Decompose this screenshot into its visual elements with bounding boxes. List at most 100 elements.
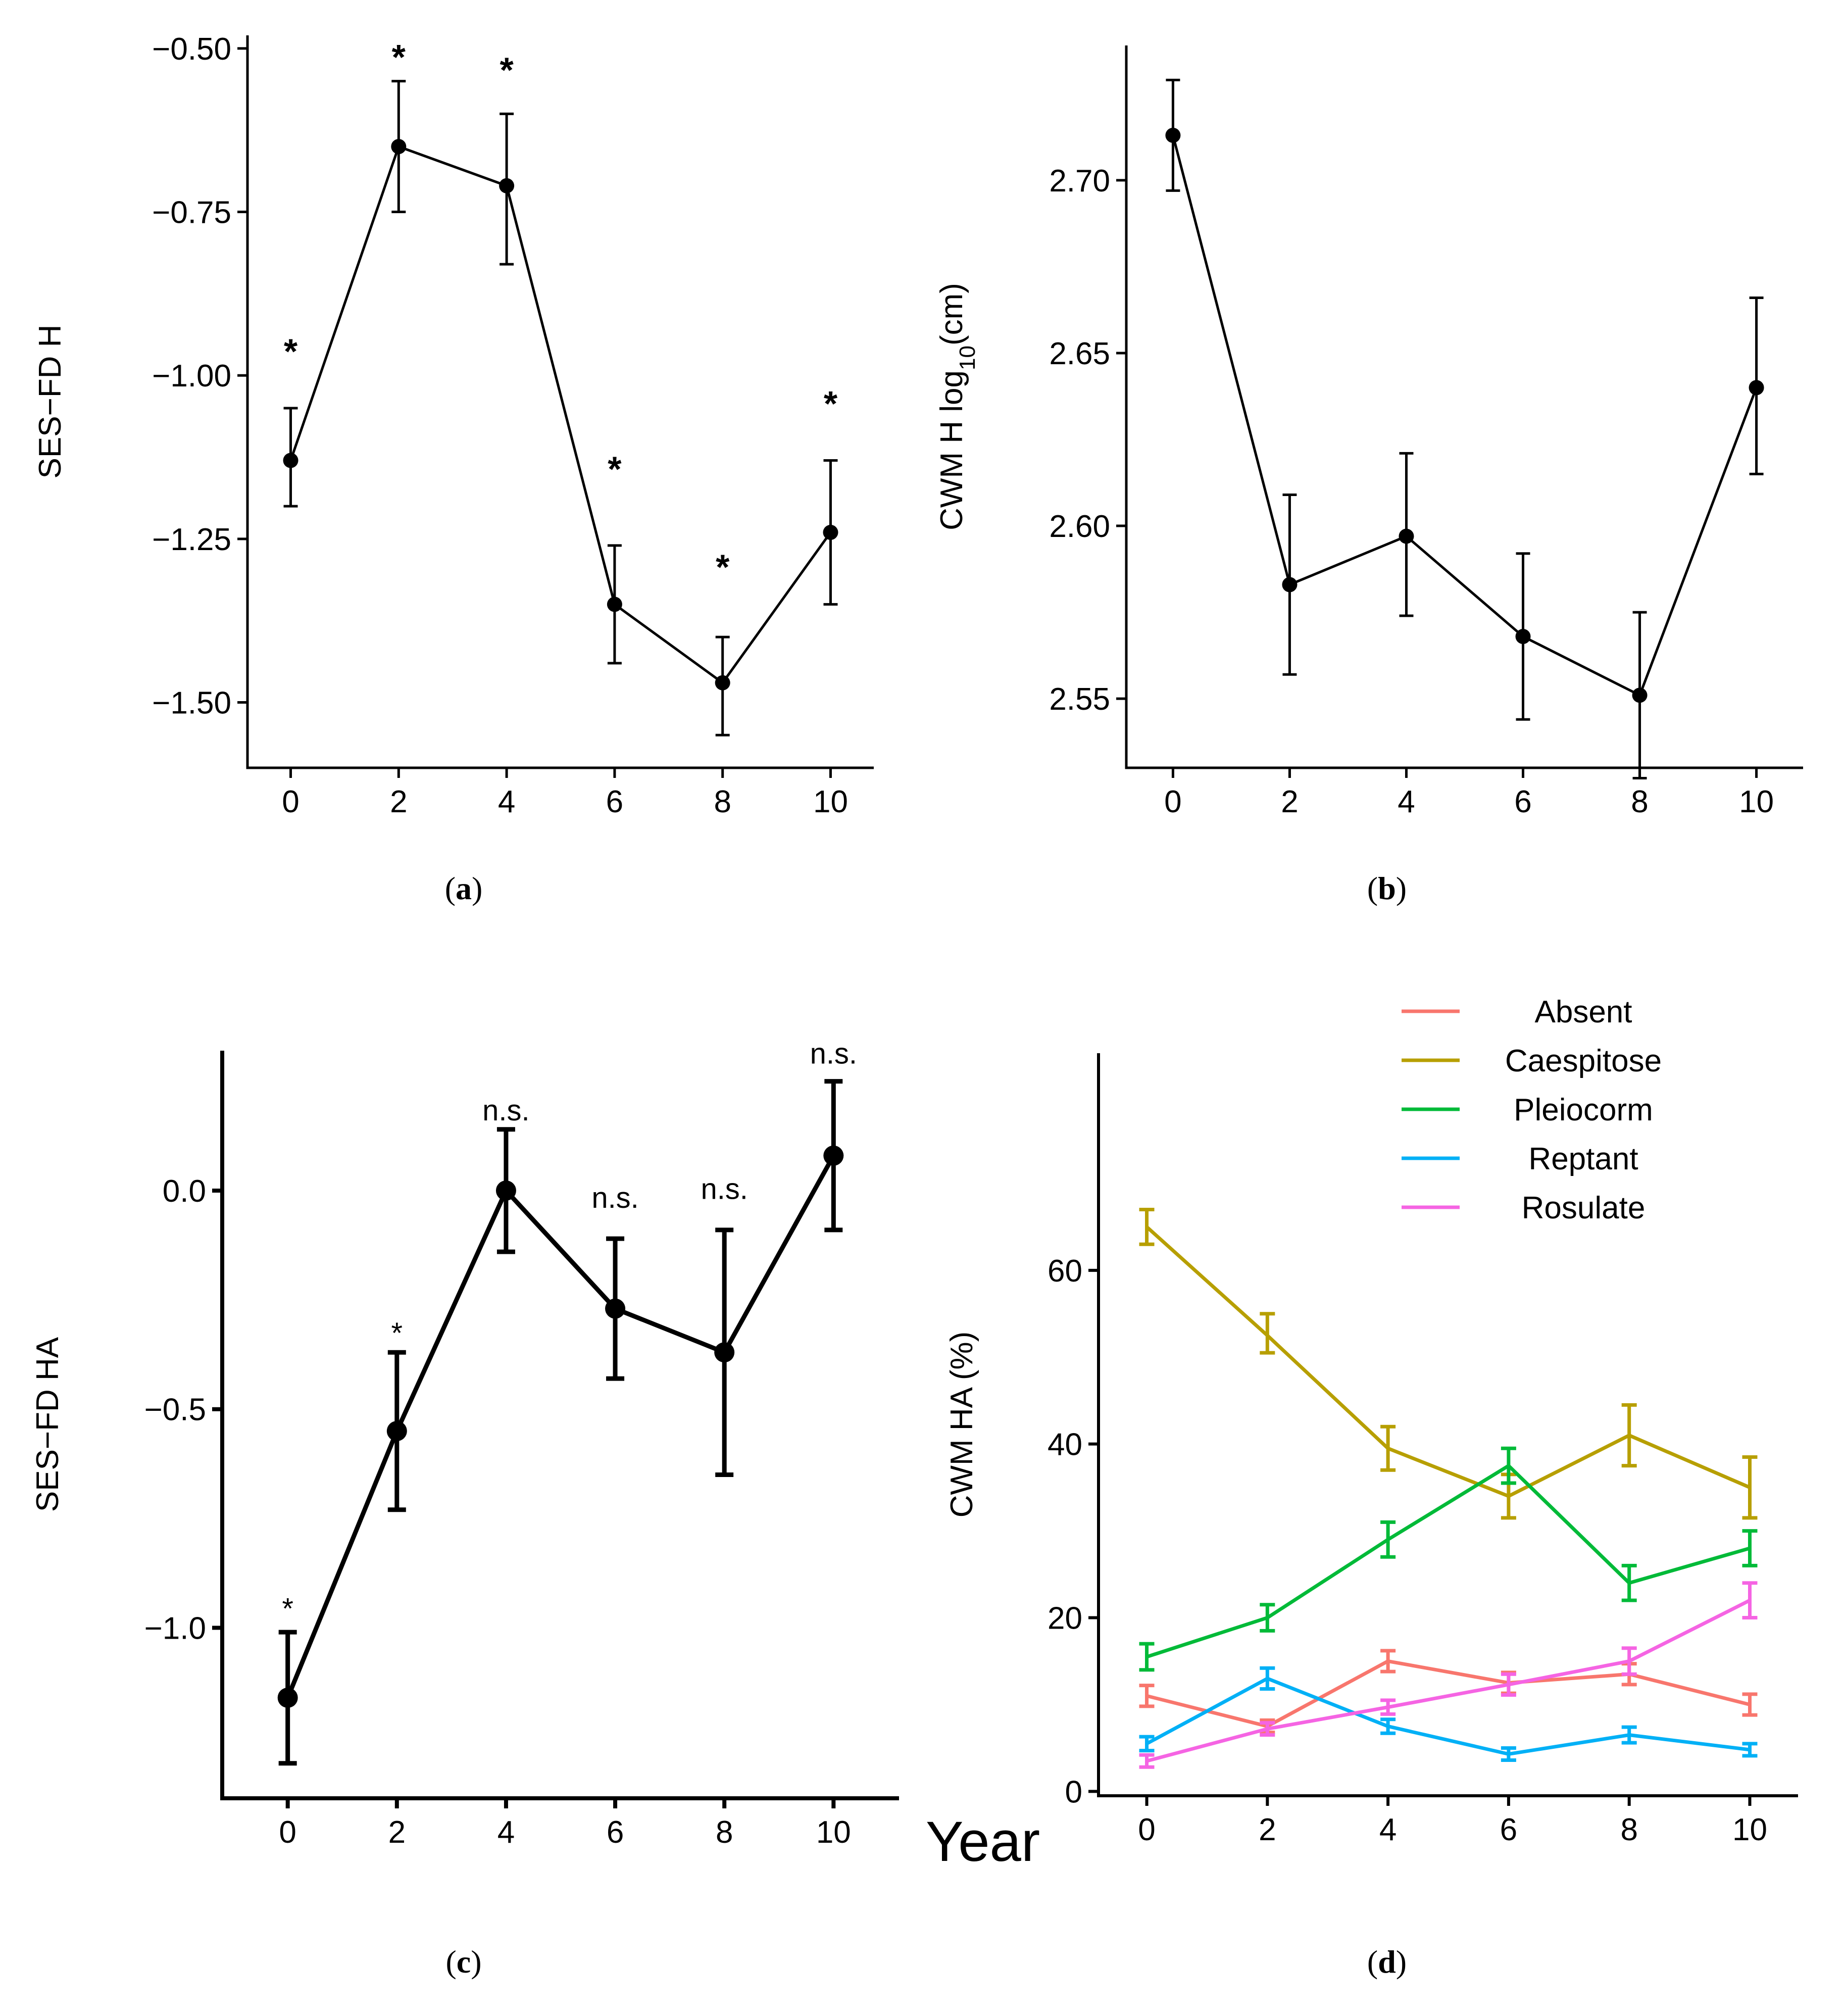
panel-caption: (b) <box>1367 870 1407 906</box>
x-tick-label: 6 <box>606 784 623 819</box>
x-tick-label: 8 <box>714 784 731 819</box>
panel-a: −1.50 −1.25 −1.00 −0.75 −0.50 0 2 4 6 8 10 SES−FD H… <box>33 32 874 906</box>
y-tick-label: −1.50 <box>152 686 231 721</box>
y-tick-label: 2.60 <box>1049 509 1110 544</box>
panel-caption: (c) <box>445 1944 481 1980</box>
data-point <box>823 1145 844 1166</box>
x-tick-label: 6 <box>1500 1812 1517 1847</box>
significance-label: * <box>716 548 730 587</box>
data-point <box>495 1180 516 1201</box>
data-point <box>1165 127 1181 143</box>
x-tick-label: 0 <box>1164 784 1181 819</box>
series-line <box>285 1154 836 1699</box>
x-tick-label: 6 <box>607 1815 624 1850</box>
significance-label: * <box>391 1317 403 1350</box>
data-point <box>283 453 298 468</box>
panel-caption: (d) <box>1367 1944 1407 1980</box>
y-tick-label: 0 <box>1065 1775 1082 1809</box>
y-tick-label: 2.65 <box>1049 336 1110 371</box>
x-tick-label: 10 <box>816 1815 851 1850</box>
data-point <box>1399 528 1414 544</box>
series-rosulate <box>1139 1581 1758 1769</box>
series-line <box>1145 1677 1750 1756</box>
series-line <box>1171 135 1758 697</box>
series-line <box>1146 1464 1751 1659</box>
panel-caption: (a) <box>445 870 483 906</box>
data-point <box>1282 577 1298 593</box>
significance-label: n.s. <box>810 1037 858 1070</box>
series-line <box>289 145 832 684</box>
panel-caption-letter: d <box>1378 1944 1396 1980</box>
significance-label: * <box>282 1592 293 1625</box>
panel-d: 0 20 40 60 0 2 4 6 8 10 CWM HA (%) Absent Caespitose… <box>944 995 1798 1980</box>
data-point <box>607 597 622 612</box>
y-axis-title: SES−FD H <box>33 325 68 479</box>
y-tick-label: −1.0 <box>144 1611 206 1646</box>
y-axis-title-subscript: 10 <box>955 346 980 370</box>
x-tick-label: 0 <box>1138 1812 1155 1847</box>
legend-label: Pleiocorm <box>1514 1093 1653 1127</box>
data-point <box>715 675 730 691</box>
legend-label: Rosulate <box>1522 1191 1646 1225</box>
panel-caption-letter: b <box>1378 870 1396 906</box>
y-tick-label: 40 <box>1048 1428 1082 1462</box>
data-point <box>1749 380 1764 396</box>
y-tick-label: 60 <box>1048 1254 1082 1289</box>
x-tick-label: 0 <box>279 1815 296 1850</box>
significance-label: n.s. <box>591 1182 639 1214</box>
x-tick-label: 6 <box>1514 784 1531 819</box>
x-tick-label: 0 <box>282 784 299 819</box>
series-cwm-h <box>1165 78 1764 780</box>
figure-x-axis-title: Year <box>926 1810 1040 1873</box>
series-reptant <box>1139 1666 1758 1762</box>
series-caespitose <box>1139 1207 1758 1520</box>
significance-label: n.s. <box>701 1173 748 1206</box>
y-tick-label: 0.0 <box>163 1174 206 1209</box>
panel-caption-letter: c <box>457 1944 471 1980</box>
y-tick-label: 2.55 <box>1049 682 1110 717</box>
significance-label: * <box>500 51 514 90</box>
legend-label: Reptant <box>1528 1142 1638 1176</box>
data-point <box>1515 629 1531 644</box>
y-tick-label: 20 <box>1048 1601 1082 1636</box>
x-tick-label: 8 <box>1620 1812 1637 1847</box>
series-line <box>1145 1225 1751 1498</box>
data-point <box>823 524 838 540</box>
x-tick-label: 2 <box>388 1815 406 1850</box>
x-tick-label: 2 <box>1259 1812 1276 1847</box>
x-tick-label: 4 <box>498 784 515 819</box>
series-line <box>1146 1659 1751 1728</box>
panel-c: −1.0 −0.5 0.0 0 2 4 6 8 10 SES−FD HA * * n.s. n.s. n.s… <box>30 1037 899 1980</box>
y-axis-title-unit: (cm) <box>934 283 969 346</box>
legend-label: Caespitose <box>1505 1044 1662 1078</box>
significance-label: * <box>392 37 406 77</box>
x-tick-label: 2 <box>1281 784 1298 819</box>
legend: Absent Caespitose Pleiocorm Reptant Rosulate <box>1402 995 1662 1225</box>
x-tick-label: 10 <box>1732 1812 1767 1847</box>
series-line <box>1146 1599 1751 1763</box>
data-point <box>391 139 407 155</box>
x-tick-label: 8 <box>716 1815 733 1850</box>
significance-label: * <box>284 331 298 371</box>
x-tick-label: 4 <box>1379 1812 1397 1847</box>
y-tick-label: −0.75 <box>152 195 231 230</box>
legend-label: Absent <box>1534 995 1632 1029</box>
series-ses-fd-h: * * * * * * <box>283 37 838 736</box>
y-tick-label: 2.70 <box>1049 164 1110 199</box>
x-tick-label: 10 <box>813 784 848 819</box>
x-tick-label: 10 <box>1739 784 1774 819</box>
data-point <box>714 1342 735 1363</box>
x-tick-label: 8 <box>1631 784 1648 819</box>
significance-label: * <box>608 449 622 488</box>
x-tick-label: 4 <box>1398 784 1415 819</box>
y-tick-label: −0.50 <box>152 32 231 67</box>
data-point <box>1632 687 1648 703</box>
y-axis-title: CWM HA (%) <box>944 1332 979 1518</box>
y-axis-title: SES−FD HA <box>30 1337 65 1512</box>
data-point <box>605 1298 626 1319</box>
data-point <box>386 1420 407 1441</box>
data-point <box>277 1687 298 1708</box>
significance-label: * <box>824 384 838 423</box>
series-ses-fd-ha: * * n.s. n.s. n.s. n.s. <box>277 1037 858 1766</box>
